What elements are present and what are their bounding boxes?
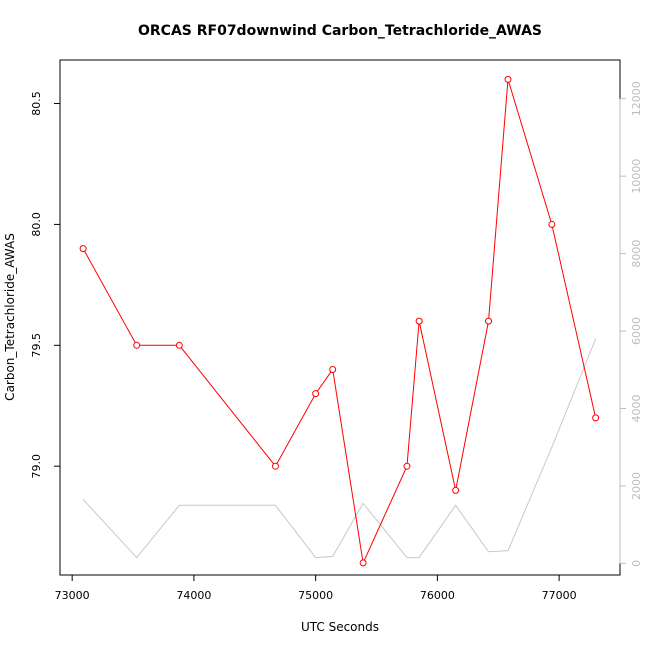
x-axis: 73000 74000 75000 76000 77000 [55, 574, 577, 602]
plot-area [59, 59, 621, 576]
y2-tick-label: 0 [630, 560, 643, 567]
data-point [485, 317, 493, 325]
data-point [79, 245, 87, 253]
y2-tick-label: 6000 [630, 317, 643, 345]
y2-tick-label: 2000 [630, 472, 643, 500]
data-point [452, 486, 460, 494]
y2-tick-label: 12000 [630, 81, 643, 116]
data-point [329, 365, 337, 373]
chart-title: ORCAS RF07downwind Carbon_Tetrachloride_… [138, 23, 542, 39]
series-line-primary [82, 79, 597, 565]
data-point [592, 414, 600, 422]
x-tick-label: 73000 [55, 589, 90, 602]
data-point [271, 462, 279, 470]
data-point [175, 341, 183, 349]
x-tick-label: 76000 [420, 589, 455, 602]
data-point [312, 390, 320, 398]
data-point [133, 341, 141, 349]
data-point [548, 220, 556, 228]
data-point [504, 75, 512, 83]
x-tick-label: 75000 [298, 589, 333, 602]
y-axis-left: 79.0 79.5 80.0 80.5 [30, 91, 61, 479]
series-line-secondary [82, 338, 597, 559]
y-tick-label: 79.5 [30, 333, 43, 358]
y-axis-right: 0 2000 4000 6000 8000 10000 12000 [619, 81, 643, 567]
y-tick-label: 80.5 [30, 91, 43, 116]
data-point [403, 462, 411, 470]
x-axis-label: UTC Seconds [301, 620, 379, 634]
y-tick-label: 80.0 [30, 212, 43, 237]
x-tick-label: 77000 [542, 589, 577, 602]
data-point [359, 559, 367, 567]
y2-tick-label: 8000 [630, 240, 643, 268]
x-tick-label: 74000 [176, 589, 211, 602]
y-axis-label: Carbon_Tetrachloride_AWAS [3, 233, 17, 401]
y2-tick-label: 4000 [630, 394, 643, 422]
y-tick-label: 79.0 [30, 454, 43, 479]
series-layer [79, 75, 600, 567]
y2-tick-label: 10000 [630, 159, 643, 194]
data-point [415, 317, 423, 325]
